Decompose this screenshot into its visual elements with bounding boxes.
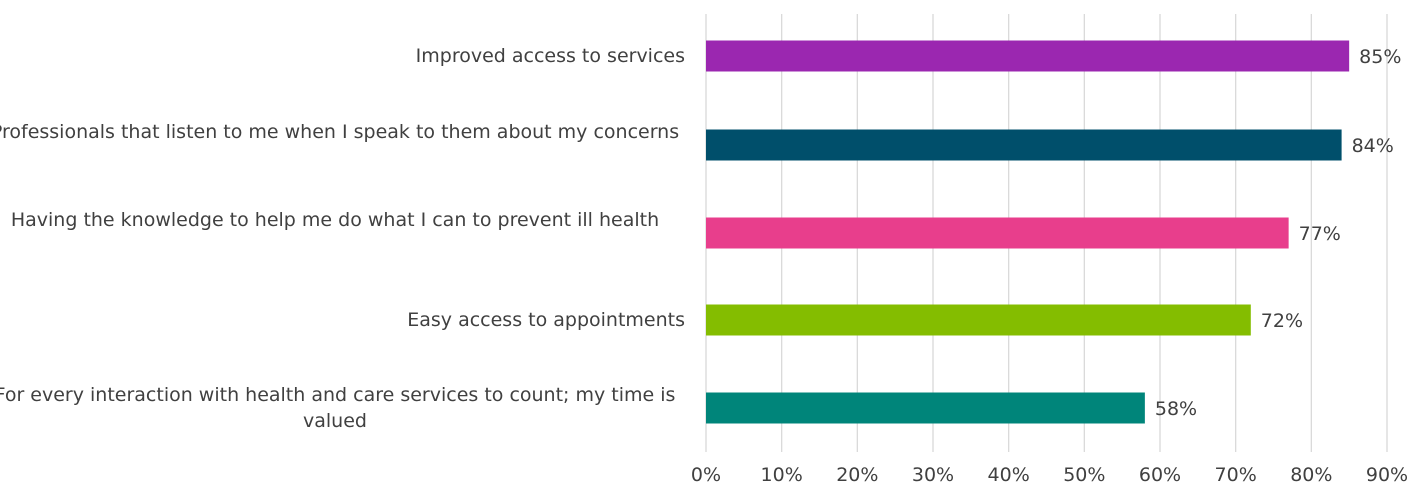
bars (706, 40, 1350, 424)
category-label: For every interaction with health and ca… (0, 384, 676, 432)
x-axis-tick-labels: 0% 10% 20% 30% 40% 50% 60% 70% 80% 90% (691, 464, 1408, 486)
value-label: 84% (1352, 135, 1394, 157)
category-label: Easy access to appointments (407, 309, 685, 331)
x-tick-label: 30% (912, 464, 954, 486)
bar (706, 217, 1289, 249)
x-tick-label: 10% (761, 464, 803, 486)
x-tick-label: 40% (988, 464, 1030, 486)
x-tick-label: 0% (691, 464, 721, 486)
bar (706, 40, 1350, 72)
x-tick-label: 70% (1215, 464, 1257, 486)
x-tick-label: 60% (1139, 464, 1181, 486)
x-tick-label: 50% (1063, 464, 1105, 486)
category-label: Having the knowledge to help me do what … (10, 209, 660, 231)
value-label: 85% (1359, 46, 1401, 68)
x-tick-label: 90% (1366, 464, 1408, 486)
x-tick-label: 80% (1290, 464, 1332, 486)
bar (706, 129, 1342, 161)
value-label: 72% (1261, 310, 1303, 332)
value-label: 77% (1299, 223, 1341, 245)
category-label: Professionals that listen to me when I s… (0, 121, 680, 143)
bar (706, 304, 1251, 336)
bar (706, 392, 1145, 424)
x-tick-label: 20% (836, 464, 878, 486)
category-label: Improved access to services (415, 45, 685, 67)
value-labels: 85% 84% 77% 72% 58% (1155, 46, 1402, 420)
value-label: 58% (1155, 398, 1197, 420)
